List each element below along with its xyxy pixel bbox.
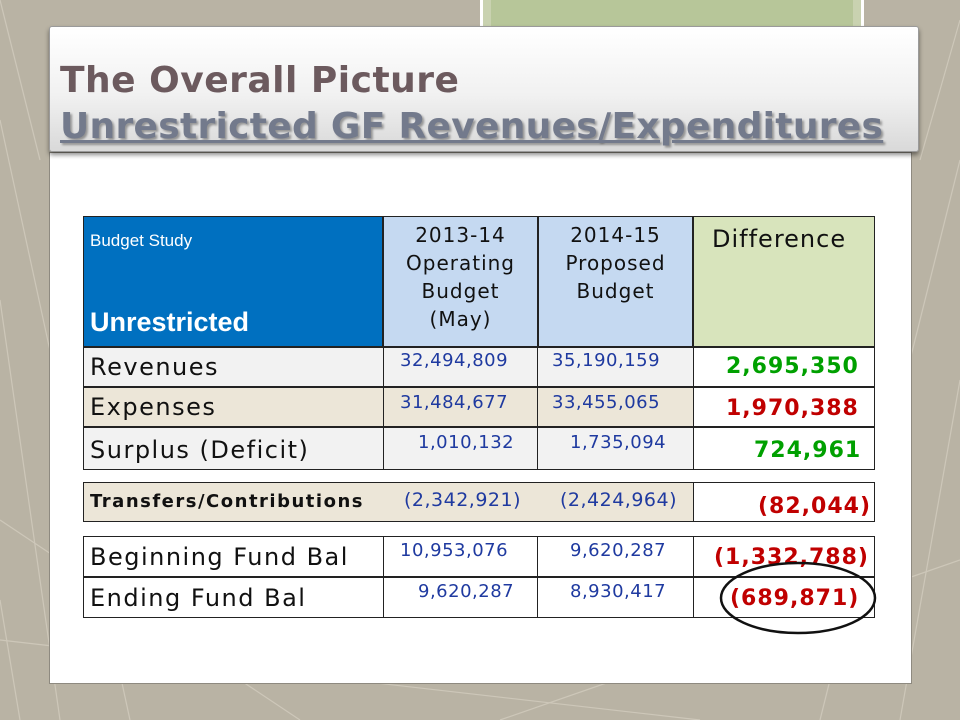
row-label: Beginning Fund Bal [90, 543, 349, 571]
row-value-2013-14: (2,342,921) [404, 489, 522, 511]
column-header-2014-15: 2014-15 Proposed Budget [538, 216, 693, 347]
col1-year: 2013-14 [415, 223, 506, 247]
row-value-2014-15: 33,455,065 [552, 392, 661, 413]
row-difference: 724,961 [754, 438, 862, 463]
row1-diff-cell [693, 347, 875, 387]
row-difference: (82,044) [758, 494, 872, 519]
title-bar [49, 26, 919, 152]
decorative-tab [480, 0, 864, 30]
column-header-difference: Difference [693, 216, 875, 347]
row-value-2013-14: 32,494,809 [400, 350, 509, 371]
row-difference: 2,695,350 [726, 354, 859, 379]
row-value-2014-15: (2,424,964) [560, 489, 678, 511]
row2-diff-cell [693, 387, 875, 427]
row-difference: 1,970,388 [726, 396, 859, 421]
col1-line2: Operating [406, 251, 515, 275]
row-value-2013-14: 31,484,677 [400, 392, 509, 413]
row-label: Revenues [90, 353, 220, 381]
row5-col-divider [383, 536, 538, 577]
row1-col-divider [383, 347, 538, 387]
col1-line3: Budget [421, 279, 500, 303]
corner-label: Budget Study [90, 231, 193, 250]
row-label: Surplus (Deficit) [90, 436, 310, 464]
col2-line2: Proposed [565, 251, 666, 275]
col3-label: Difference [712, 225, 847, 253]
row2-col-divider [383, 387, 538, 427]
row-label: Expenses [90, 393, 217, 421]
row-value-2013-14: 9,620,287 [418, 581, 515, 602]
row4-diff-cell [693, 482, 875, 522]
row-difference: (1,332,788) [714, 545, 869, 570]
table-corner-header: Budget Study Unrestricted [83, 216, 383, 347]
col1-line4: (May) [429, 307, 492, 331]
row-value-2014-15: 1,735,094 [570, 432, 667, 453]
row5-diff-cell [693, 536, 875, 577]
row3-diff-cell [693, 427, 875, 470]
row-value-2013-14: 1,010,132 [418, 432, 515, 453]
page-subtitle: Unrestricted GF Revenues/Expenditures [60, 106, 884, 147]
row6-col-divider [383, 577, 538, 618]
row-value-2014-15: 8,930,417 [570, 581, 667, 602]
col2-line3: Budget [576, 279, 655, 303]
row-label: Transfers/Contributions [90, 491, 364, 512]
decorative-tab-fill [491, 0, 853, 30]
row3-col-divider [383, 427, 538, 470]
corner-title: Unrestricted [90, 307, 250, 337]
row-value-2013-14: 10,953,076 [400, 540, 509, 561]
row-value-2014-15: 9,620,287 [570, 540, 667, 561]
col2-year: 2014-15 [570, 223, 661, 247]
table-row-beginning-fund [83, 536, 875, 577]
row-difference: (689,871) [730, 586, 860, 611]
page-title: The Overall Picture [60, 60, 460, 101]
column-header-2013-14: 2013-14 Operating Budget (May) [383, 216, 538, 347]
row-value-2014-15: 35,190,159 [552, 350, 661, 371]
row-label: Ending Fund Bal [90, 584, 307, 612]
table-row-ending-fund [83, 577, 875, 618]
